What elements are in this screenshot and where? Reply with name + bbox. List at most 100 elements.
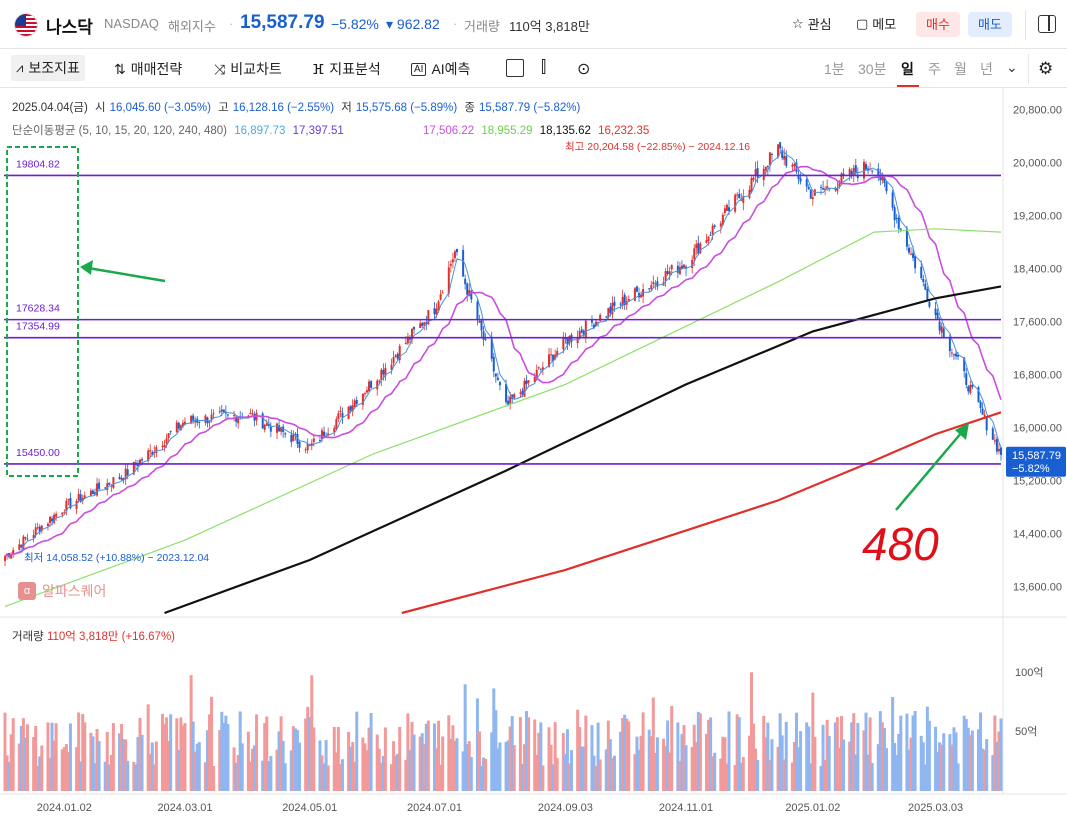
camera-icon[interactable]: ⊙ (577, 61, 591, 78)
volume-bar (584, 715, 588, 791)
volume-bar (547, 727, 551, 791)
candle-body (93, 492, 96, 495)
candle-body (695, 244, 698, 249)
analysis-button[interactable]: ⴼ 지표분석 (312, 59, 381, 79)
volume-bar (308, 716, 312, 791)
candle-body (593, 324, 596, 329)
candlestick-type-icon[interactable]: ⫿ (541, 59, 547, 76)
volume-bar (169, 714, 173, 791)
candle-body (284, 433, 287, 435)
volume-bar (246, 731, 250, 791)
ma-value: 17,397.51 (292, 125, 344, 137)
volume-bar (17, 743, 21, 791)
memo-label: 메모 (872, 17, 897, 32)
x-tick-label: 2024.11.01 (659, 802, 713, 814)
candle-body (895, 217, 898, 219)
volume-bar (36, 765, 40, 791)
candle-body (963, 357, 966, 372)
memo-button[interactable]: ▢ 메모 (856, 14, 896, 33)
volume-bar (334, 752, 338, 791)
volume-bar (312, 727, 316, 791)
square-tool-icon[interactable] (506, 59, 524, 77)
candle-body (132, 461, 135, 475)
candle-body (509, 396, 512, 404)
candle-body (77, 493, 80, 501)
volume-bar (676, 722, 680, 791)
ma-legend: 단순이동평균 (5, 10, 15, 20, 120, 240, 480) 16… (12, 122, 653, 138)
candle-body (885, 182, 888, 192)
volume-bar (109, 754, 113, 791)
candle-body (177, 422, 180, 429)
candle-body (893, 207, 896, 221)
timeframe-1min[interactable]: 1분 (824, 61, 845, 77)
candle-body (836, 187, 839, 192)
legend-low: 15,575.68 (−5.89%) (355, 102, 458, 114)
candle-body (278, 425, 281, 432)
volume-bar (780, 735, 784, 791)
sell-button[interactable]: 매도 (968, 12, 1012, 37)
panel-toggle-icon[interactable] (1038, 15, 1056, 33)
volume-bar (332, 726, 336, 791)
volume-bar (310, 675, 314, 791)
candle-body (899, 228, 902, 230)
volume-bar (778, 713, 782, 791)
price-chart[interactable]: 100억 50억 19804.82 17628.34 17354.99 15450.00… (0, 88, 1067, 825)
candle-body (905, 228, 908, 247)
compare-button[interactable]: ⤨ 비교차트 (214, 59, 282, 79)
candle-body (337, 413, 340, 420)
x-tick-label: 2024.07.01 (407, 802, 462, 814)
candle-body (390, 364, 393, 370)
strategy-button[interactable]: ⇅ 매매전략 (114, 59, 182, 79)
volume-legend: 거래량 110억 3,818만 (+16.67%) (12, 628, 175, 644)
volume-bar (340, 759, 344, 791)
volume-bar (410, 721, 414, 791)
watchlist-button[interactable]: ☆ 관심 (792, 14, 832, 33)
volume-bar (318, 740, 322, 791)
candle-body (957, 354, 960, 357)
volume-bar (238, 711, 242, 791)
timeframe-30min[interactable]: 30분 (858, 61, 887, 77)
volume-bar (484, 758, 488, 791)
candle-body (40, 525, 43, 531)
candle-body (519, 392, 522, 394)
timeframe-month[interactable]: 월 (954, 61, 967, 77)
volume-bar (608, 739, 612, 791)
candle-body (79, 494, 82, 502)
volume-bar (590, 725, 594, 791)
annotation-arrow-up (895, 431, 963, 511)
indicators-button[interactable]: ⩘ 보조지표 (11, 55, 85, 81)
candle-body (208, 421, 211, 423)
volume-bar (120, 724, 124, 791)
volume-bar (510, 716, 514, 791)
volume-bar (919, 735, 923, 791)
timeframe-day[interactable]: 일 (901, 61, 914, 77)
chevron-down-icon[interactable]: ⌄ (1006, 59, 1018, 75)
candle-body (556, 350, 559, 356)
volume-legend-label: 거래량 (12, 631, 44, 643)
candle-body (476, 301, 479, 321)
ma120-line (4, 228, 1002, 607)
volume-bar (878, 711, 882, 791)
candle-body (261, 413, 264, 429)
buy-button[interactable]: 매수 (916, 12, 960, 37)
candle-body (298, 441, 301, 448)
volume-bar (122, 739, 126, 791)
candle-body (742, 196, 745, 203)
volume-bar (868, 717, 872, 791)
volume-bar (203, 762, 207, 791)
candle-body (805, 179, 808, 187)
timeframe-week[interactable]: 주 (928, 61, 941, 77)
candle-body (468, 289, 471, 297)
gear-icon[interactable]: ⚙ (1038, 59, 1054, 78)
strategy-icon: ⇅ (114, 60, 126, 77)
volume-bar (48, 757, 52, 791)
ai-predict-button[interactable]: AI AI예측 (411, 59, 470, 79)
volume-bar (351, 742, 355, 791)
volume-bar (93, 763, 97, 791)
candle-body (862, 161, 865, 179)
candle-body (108, 482, 111, 485)
timeframe-year[interactable]: 년 (980, 61, 993, 77)
volume-bar (496, 748, 500, 791)
candle-body (838, 183, 841, 187)
volume-bar (711, 756, 715, 791)
